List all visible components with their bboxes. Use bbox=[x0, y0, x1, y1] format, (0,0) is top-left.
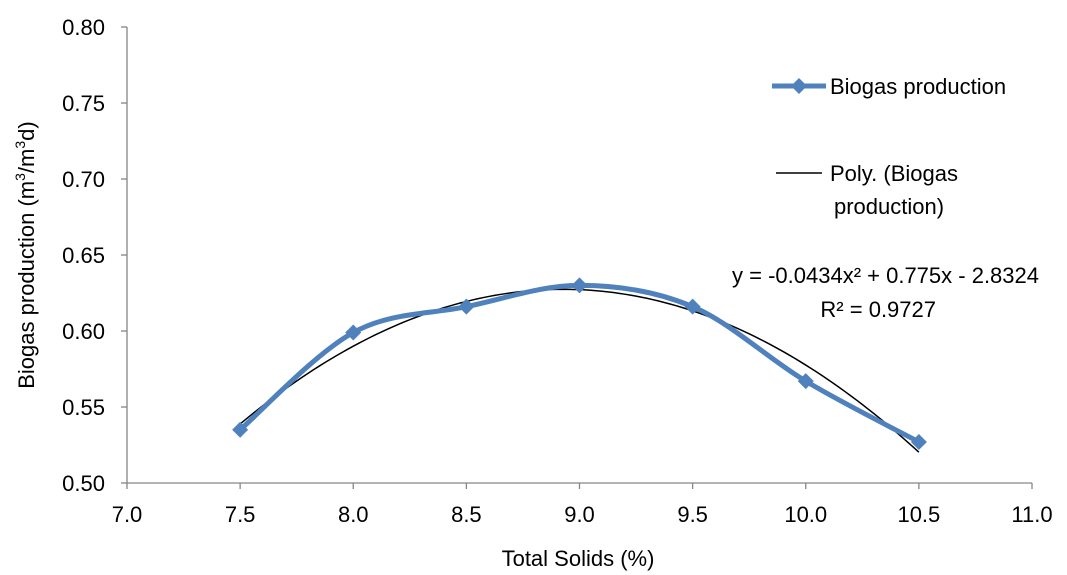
y-tick-label: 0.80 bbox=[62, 15, 105, 40]
y-axis-title-part: Biogas production (m bbox=[14, 181, 39, 389]
series-layer bbox=[232, 277, 927, 450]
trendline-equation: y = -0.0434x² + 0.775x - 2.8324 bbox=[732, 263, 1039, 288]
data-point-marker bbox=[232, 421, 249, 438]
legend: Biogas production Poly. (Biogas producti… bbox=[772, 74, 1006, 219]
x-tick-label: 10.5 bbox=[897, 502, 940, 527]
y-axis-title-part: /m bbox=[14, 149, 39, 173]
data-point-marker bbox=[797, 373, 814, 390]
legend-series-marker bbox=[791, 78, 807, 94]
x-tick-label: 8.0 bbox=[338, 502, 369, 527]
y-tick-label: 0.75 bbox=[62, 91, 105, 116]
data-point-marker bbox=[571, 277, 588, 294]
y-tick-label: 0.65 bbox=[62, 243, 105, 268]
data-point-marker bbox=[910, 433, 927, 450]
y-tick-label: 0.50 bbox=[62, 471, 105, 496]
trendline-layer bbox=[239, 288, 920, 453]
y-axis-title-part: d) bbox=[14, 121, 39, 141]
legend-trendline-label-line1: Poly. (Biogas bbox=[830, 161, 958, 186]
series-line bbox=[238, 282, 921, 445]
x-tick-label: 7.0 bbox=[112, 502, 143, 527]
x-axis-title: Total Solids (%) bbox=[502, 546, 655, 571]
x-tick-label: 8.5 bbox=[451, 502, 482, 527]
trendline-curve bbox=[239, 288, 920, 453]
x-tick-label: 9.0 bbox=[564, 502, 595, 527]
x-tick-label: 10.0 bbox=[784, 502, 827, 527]
data-point-marker bbox=[684, 298, 701, 315]
y-tick-label: 0.55 bbox=[62, 395, 105, 420]
y-tick-label: 0.70 bbox=[62, 167, 105, 192]
legend-trendline-label-line2: production) bbox=[834, 194, 944, 219]
axes: 0.50 0.55 0.60 0.65 0.70 0.75 0.80 7.0 7.5 8.0 8.5… bbox=[62, 15, 1052, 527]
trendline-r-squared: R² = 0.9727 bbox=[820, 297, 936, 322]
x-tick-label: 11.0 bbox=[1011, 502, 1052, 527]
x-tick-label: 7.5 bbox=[225, 502, 256, 527]
x-tick-label: 9.5 bbox=[677, 502, 708, 527]
y-axis-title-superscript: 3 bbox=[12, 141, 28, 149]
data-point-marker bbox=[345, 324, 362, 341]
y-axis-title: Biogas production (m3/m3d) bbox=[12, 121, 39, 389]
y-axis-title-superscript: 3 bbox=[12, 173, 28, 181]
legend-series-label: Biogas production bbox=[830, 74, 1006, 99]
y-tick-label: 0.60 bbox=[62, 319, 105, 344]
data-point-marker bbox=[458, 298, 475, 315]
